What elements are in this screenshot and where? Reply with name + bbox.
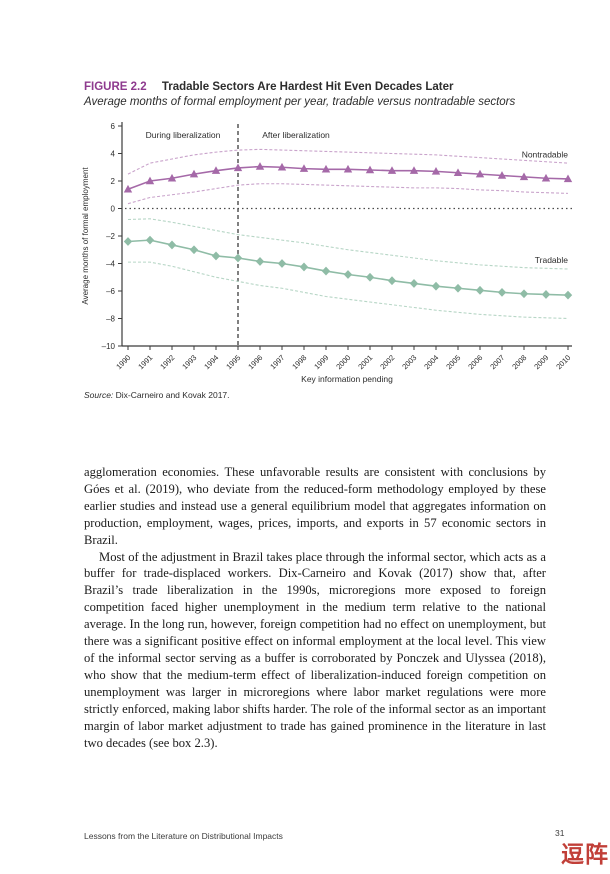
x-tick-label: 2003 <box>400 353 418 371</box>
x-tick-label: 1996 <box>246 353 264 371</box>
watermark-text: 逗阵 <box>561 842 609 868</box>
nontradable-markers <box>123 162 573 193</box>
during-liberalization-label: During liberalization <box>146 130 221 140</box>
paragraph: Most of the adjustment in Brazil takes p… <box>84 549 546 750</box>
after-liberalization-label: After liberalization <box>262 130 330 140</box>
source-label: Source: <box>84 390 114 400</box>
y-tick-label: –10 <box>102 342 116 351</box>
x-tick-label: 1990 <box>114 353 132 371</box>
y-axis-title: Average months of formal employment <box>81 167 90 305</box>
y-tick-label: 4 <box>111 149 116 158</box>
employment-chart: 6 4 2 0 –2 –4 –6 –8 –10 1990 1991 1992 1993 1994 1995 1… <box>76 112 596 396</box>
x-tick-label: 2008 <box>510 353 528 371</box>
x-tick-label: 2000 <box>334 353 352 371</box>
x-tick-label: 1994 <box>202 353 220 371</box>
nontradable-ci-upper <box>127 148 569 175</box>
paragraph: agglomeration economies. These unfavorab… <box>84 465 546 547</box>
x-axis-title: Key information pending <box>301 374 393 384</box>
y-tick-label: 2 <box>111 177 116 186</box>
x-tick-label: 1995 <box>224 353 242 371</box>
figure-label: FIGURE 2.2 <box>84 81 147 93</box>
body-text: agglomeration economies. These unfavorab… <box>84 464 546 751</box>
source-text: Dix-Carneiro and Kovak 2017. <box>113 390 230 400</box>
nontradable-ci-lower <box>127 183 569 205</box>
tradable-ci-lower <box>128 261 569 320</box>
figure-subtitle: Average months of formal employment per … <box>84 96 516 108</box>
x-tick-label: 2002 <box>378 353 396 371</box>
x-tick-label: 1997 <box>268 353 286 371</box>
figure-source: Source: Dix-Carneiro and Kovak 2017. <box>84 390 230 400</box>
x-tick-label: 2005 <box>444 353 462 371</box>
y-tick-label: 0 <box>111 204 116 213</box>
x-tick-label: 1993 <box>180 353 198 371</box>
x-tick-label: 2010 <box>554 353 572 371</box>
x-tick-label: 2009 <box>532 353 550 371</box>
tradable-ci-upper <box>127 218 569 270</box>
tradable-series-label: Tradable <box>535 255 569 265</box>
tradable-markers <box>123 235 573 300</box>
y-tick-label: –4 <box>106 259 115 268</box>
x-tick-label: 2006 <box>466 353 484 371</box>
y-tick-label: –2 <box>106 232 115 241</box>
x-tick-label: 2007 <box>488 353 506 371</box>
x-tick-label: 1991 <box>136 353 154 371</box>
page-number: 31 <box>555 828 565 838</box>
x-tick-label: 2004 <box>422 353 440 371</box>
y-tick-label: 6 <box>111 122 116 131</box>
nontradable-series-label: Nontradable <box>522 150 569 160</box>
x-tick-label: 2001 <box>356 353 374 371</box>
x-tick-label: 1998 <box>290 353 308 371</box>
y-tick-label: –8 <box>106 314 115 323</box>
x-tick-label: 1992 <box>158 353 176 371</box>
y-tick-label: –6 <box>106 287 115 296</box>
x-tick-label: 1999 <box>312 353 330 371</box>
running-title: Lessons from the Literature on Distribut… <box>84 831 283 841</box>
figure-header: FIGURE 2.2 Tradable Sectors Are Hardest … <box>84 81 454 93</box>
figure-title: Tradable Sectors Are Hardest Hit Even De… <box>161 81 454 93</box>
